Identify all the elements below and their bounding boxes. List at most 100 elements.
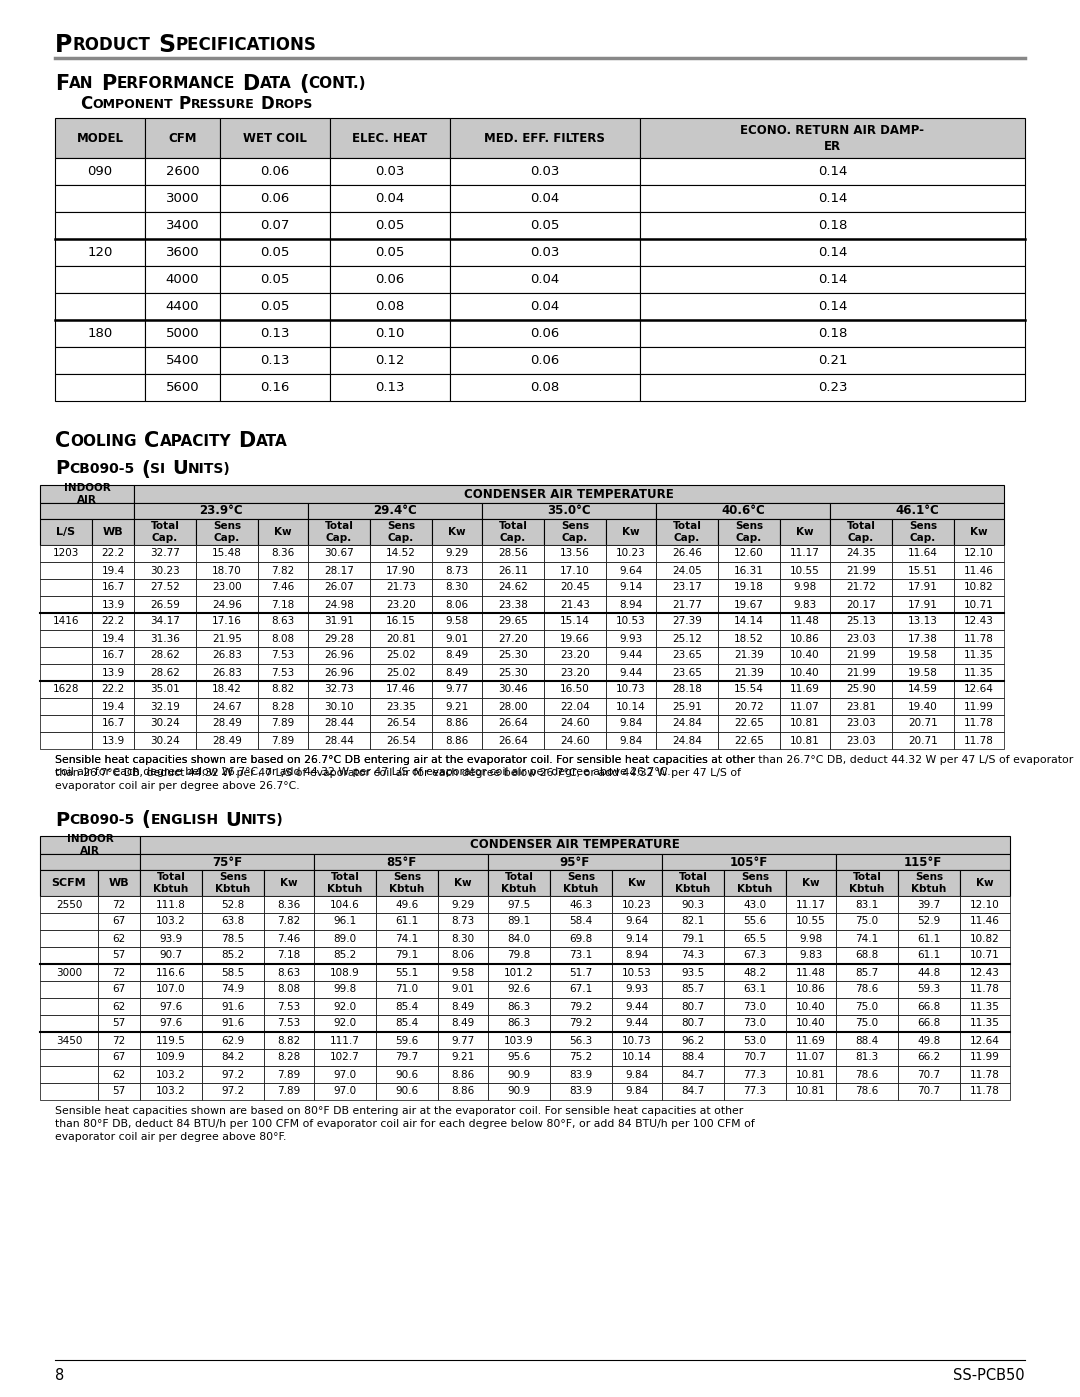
Bar <box>40 562 92 578</box>
Text: 0.14: 0.14 <box>818 191 847 205</box>
Bar <box>40 732 92 749</box>
Bar <box>662 870 724 895</box>
Bar <box>662 997 724 1016</box>
Bar <box>640 265 1025 293</box>
Bar <box>40 981 98 997</box>
Text: 4000: 4000 <box>166 272 200 286</box>
Bar <box>145 212 220 239</box>
Bar <box>40 485 134 503</box>
Bar <box>488 930 550 947</box>
Bar <box>780 562 831 578</box>
Text: 11.78: 11.78 <box>970 1070 1000 1080</box>
Text: 9.83: 9.83 <box>799 950 823 961</box>
Text: 105°F: 105°F <box>730 855 768 869</box>
Bar <box>438 870 488 895</box>
Text: 0.08: 0.08 <box>375 300 404 313</box>
Text: 79.8: 79.8 <box>508 950 530 961</box>
Text: WET COIL: WET COIL <box>243 131 307 144</box>
Bar <box>488 1016 550 1032</box>
Text: 25.91: 25.91 <box>672 701 702 711</box>
Bar <box>329 212 449 239</box>
Bar <box>897 914 960 930</box>
Text: 57: 57 <box>112 1087 125 1097</box>
Text: 9.58: 9.58 <box>451 968 474 978</box>
Bar <box>314 1066 376 1083</box>
Text: 75.2: 75.2 <box>569 1052 593 1063</box>
Bar <box>134 647 195 664</box>
Text: 9.14: 9.14 <box>619 583 643 592</box>
Bar <box>264 1032 314 1049</box>
Text: 26.11: 26.11 <box>498 566 528 576</box>
Text: 71.0: 71.0 <box>395 985 419 995</box>
Text: 25.13: 25.13 <box>846 616 876 626</box>
Text: 8.86: 8.86 <box>451 1070 474 1080</box>
Bar <box>606 578 656 597</box>
Text: 11.35: 11.35 <box>964 651 994 661</box>
Bar <box>376 1066 438 1083</box>
Text: Kw: Kw <box>280 877 298 888</box>
Text: 90.9: 90.9 <box>508 1070 530 1080</box>
Text: (: ( <box>141 460 150 479</box>
Bar <box>488 1083 550 1099</box>
Text: Kw: Kw <box>970 527 988 536</box>
Text: 11.78: 11.78 <box>964 718 994 728</box>
Text: 9.84: 9.84 <box>619 718 643 728</box>
Text: 79.2: 79.2 <box>569 1018 593 1028</box>
Text: 55.6: 55.6 <box>743 916 767 926</box>
Bar <box>482 680 544 698</box>
Bar <box>370 680 432 698</box>
Text: 13.9: 13.9 <box>102 668 124 678</box>
Bar <box>370 545 432 562</box>
Bar <box>134 503 308 520</box>
Text: CB090-5: CB090-5 <box>69 462 134 476</box>
Text: 31.36: 31.36 <box>150 633 180 644</box>
Text: 8.86: 8.86 <box>451 1087 474 1097</box>
Bar <box>258 630 308 647</box>
Bar <box>258 715 308 732</box>
Bar <box>98 930 140 947</box>
Text: 23.81: 23.81 <box>846 701 876 711</box>
Bar <box>954 562 1004 578</box>
Bar <box>98 914 140 930</box>
Bar <box>718 562 780 578</box>
Bar <box>662 1083 724 1099</box>
Bar <box>724 870 786 895</box>
Text: 22.65: 22.65 <box>734 735 764 746</box>
Text: 53.0: 53.0 <box>743 1035 767 1045</box>
Text: 11.99: 11.99 <box>970 1052 1000 1063</box>
Text: 89.0: 89.0 <box>334 933 356 943</box>
Text: 85.7: 85.7 <box>855 968 879 978</box>
Bar <box>662 895 724 914</box>
Bar <box>786 895 836 914</box>
Bar <box>134 597 195 613</box>
Bar <box>376 1083 438 1099</box>
Text: 84.0: 84.0 <box>508 933 530 943</box>
Text: 9.44: 9.44 <box>625 1018 649 1028</box>
Text: 8.63: 8.63 <box>278 968 300 978</box>
Text: 28.49: 28.49 <box>212 735 242 746</box>
Bar <box>892 520 954 545</box>
Bar <box>40 520 92 545</box>
Bar <box>892 647 954 664</box>
Text: Total
Kbtuh: Total Kbtuh <box>675 872 711 894</box>
Text: 10.53: 10.53 <box>622 968 652 978</box>
Text: 63.1: 63.1 <box>743 985 767 995</box>
Text: 10.86: 10.86 <box>791 633 820 644</box>
Text: 23.00: 23.00 <box>212 583 242 592</box>
Text: 23.17: 23.17 <box>672 583 702 592</box>
Text: 0.04: 0.04 <box>375 191 404 205</box>
Text: 7.46: 7.46 <box>278 933 300 943</box>
Bar <box>656 698 718 715</box>
Bar <box>140 981 202 997</box>
Text: Sens
Kbtuh: Sens Kbtuh <box>390 872 424 894</box>
Bar <box>662 914 724 930</box>
Text: 10.81: 10.81 <box>796 1087 826 1097</box>
Bar <box>438 1032 488 1049</box>
Text: 66.8: 66.8 <box>917 1018 941 1028</box>
Text: 5600: 5600 <box>165 381 200 394</box>
Text: 10.73: 10.73 <box>622 1035 652 1045</box>
Bar <box>258 680 308 698</box>
Bar <box>612 1016 662 1032</box>
Text: 57: 57 <box>112 1018 125 1028</box>
Text: SI: SI <box>150 462 165 476</box>
